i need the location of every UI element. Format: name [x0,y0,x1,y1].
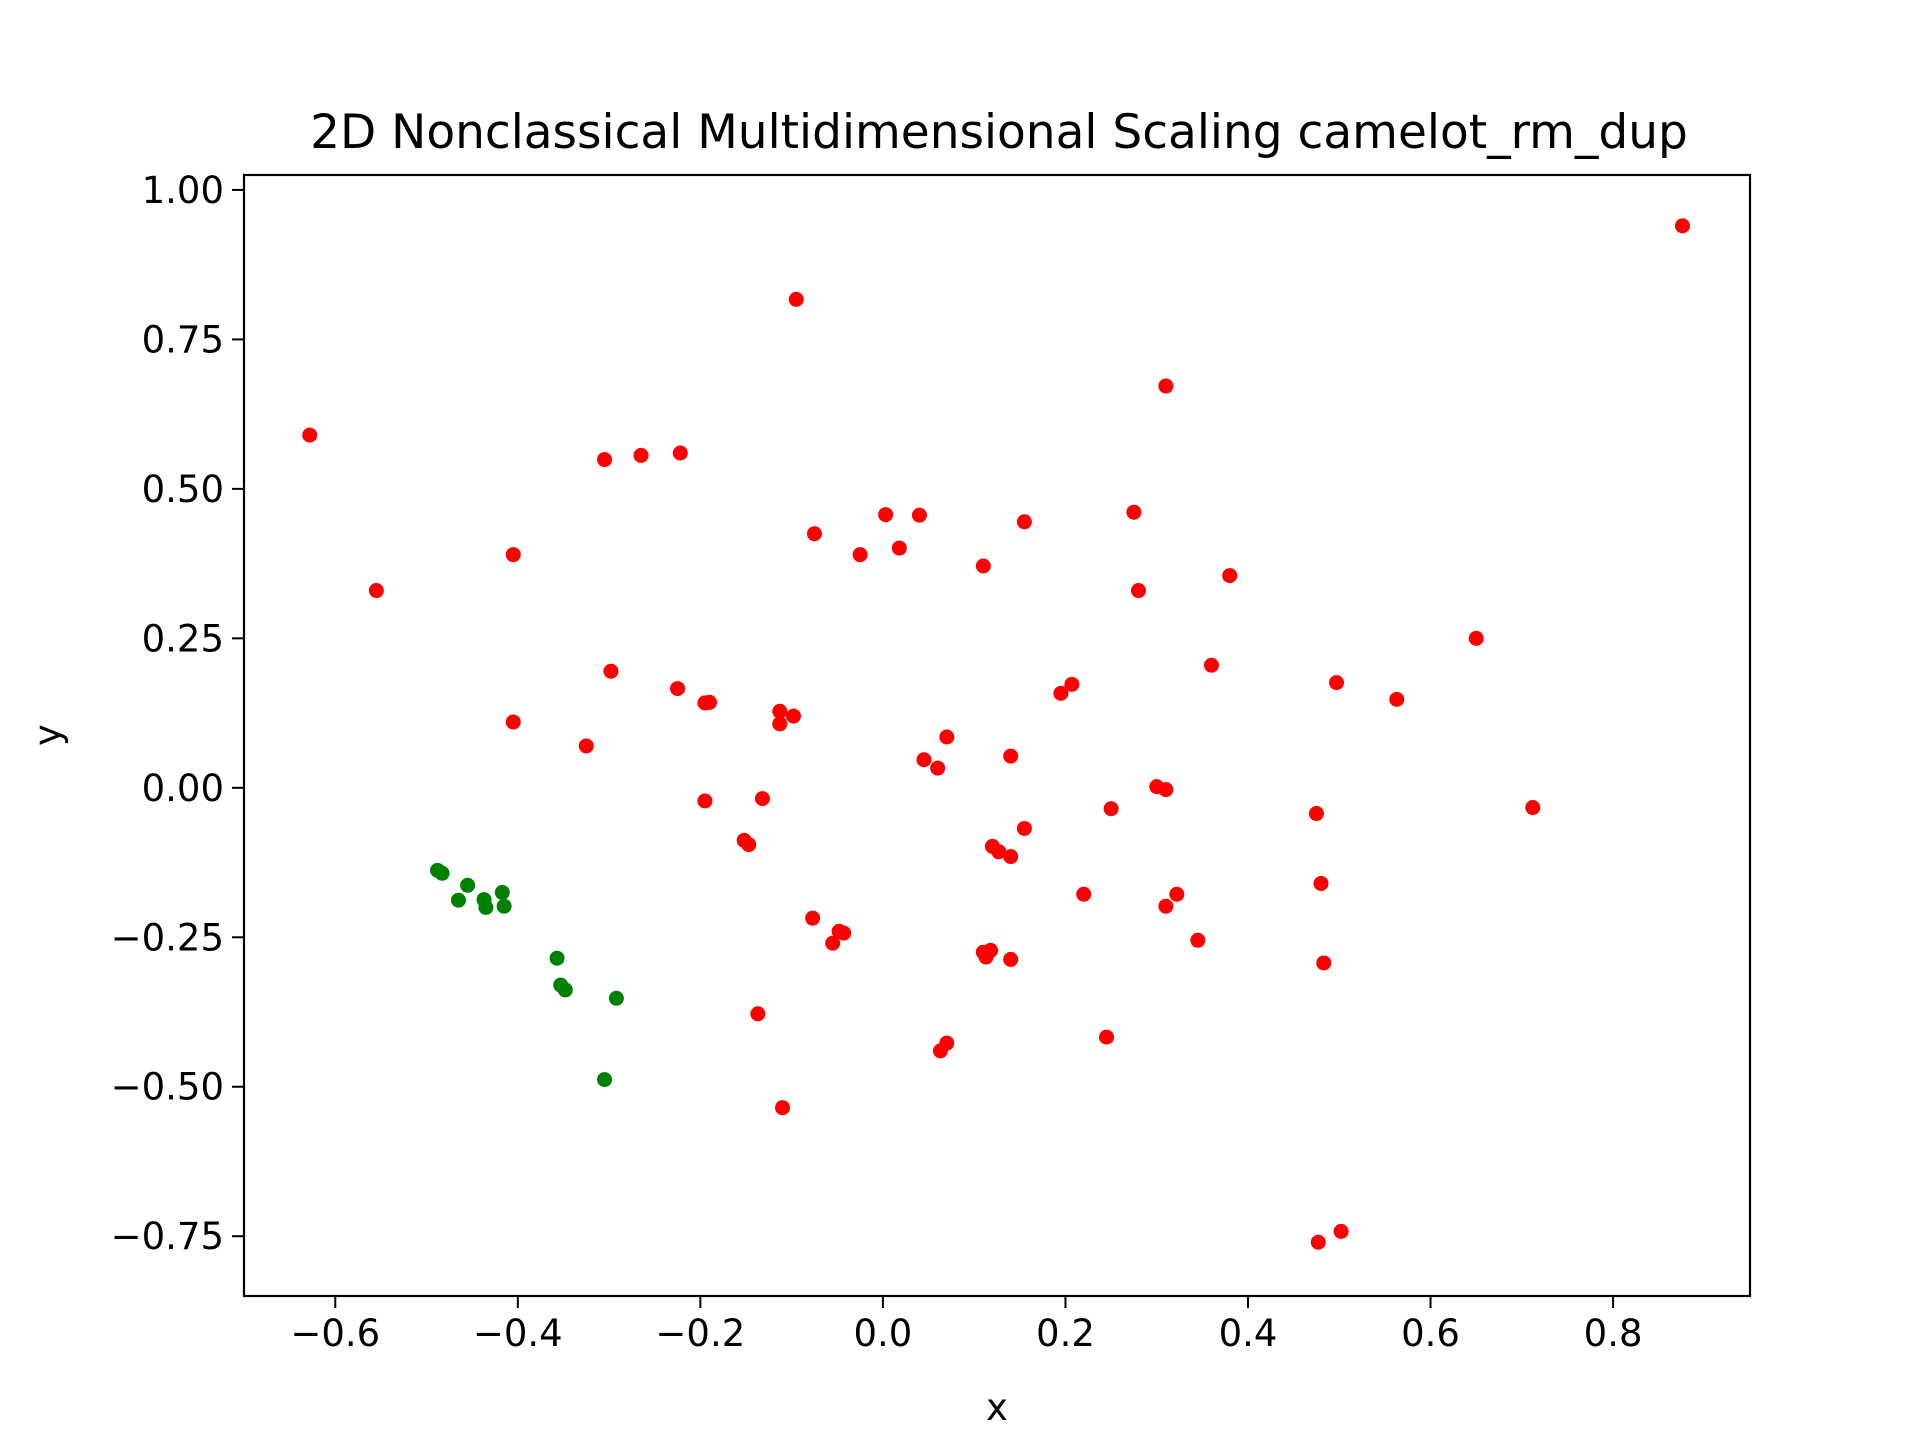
data-point [597,452,613,468]
data-point [1016,820,1032,836]
data-point [916,752,932,768]
x-tick-label: 0.2 [1036,1312,1095,1355]
data-point [450,892,466,908]
data-point [608,990,624,1006]
data-point [597,1072,613,1088]
data-point [434,865,450,881]
data-point [1316,955,1332,971]
data-point [852,547,868,563]
y-tick-label: −0.75 [111,1215,224,1258]
data-point [911,507,927,523]
data-point [1003,951,1019,967]
data-point [1313,875,1329,891]
points-layer [302,218,1690,1250]
data-point [806,526,822,542]
data-point [670,681,686,697]
data-point [1130,583,1146,599]
data-point [368,583,384,599]
plot-frame [242,173,1752,1298]
data-point [1003,748,1019,764]
data-point [975,558,991,574]
data-point [932,1043,948,1059]
data-point [978,949,994,965]
data-point [1158,898,1174,914]
data-point [1333,1223,1349,1239]
data-point [772,703,788,719]
data-point [302,427,318,443]
data-point [805,910,821,926]
data-point [785,708,801,724]
data-point [496,898,512,914]
data-point [460,877,476,893]
data-point [1308,806,1324,822]
data-point [788,291,804,307]
data-point [1076,886,1092,902]
data-point [825,935,841,951]
data-point [1016,514,1032,530]
y-tick-label: 1.00 [142,169,224,212]
data-point [1310,1234,1326,1250]
data-point [1064,676,1080,692]
x-axis: −0.6 −0.4 −0.2 0.0 0.2 0.4 0.6 0.8 [290,1296,1643,1355]
data-point [578,738,594,754]
data-point [505,547,521,563]
data-point [891,540,907,556]
data-point [557,982,573,998]
x-axis-label: x [986,1386,1008,1429]
data-point [1099,1029,1115,1045]
data-point [1103,801,1119,817]
data-point [939,729,955,745]
x-tick-label: −0.4 [473,1312,563,1355]
x-tick-label: 0.0 [853,1312,912,1355]
data-point [478,899,494,915]
x-tick-label: −0.6 [290,1312,380,1355]
data-point [930,760,946,776]
x-tick-label: 0.4 [1219,1312,1278,1355]
data-point [1468,630,1484,646]
data-point [1158,378,1174,394]
x-tick-label: 0.6 [1401,1312,1460,1355]
y-tick-label: 0.50 [142,468,224,511]
data-point [878,507,894,523]
data-point [754,791,770,807]
y-tick-label: 0.25 [142,617,224,660]
data-point [672,445,688,461]
data-point [1674,218,1690,234]
data-point [772,716,788,732]
data-point [494,884,510,900]
data-point [701,694,717,710]
chart-title: 2D Nonclassical Multidimensional Scaling… [310,105,1688,160]
data-point [549,950,565,966]
data-point [775,1100,791,1116]
data-point [836,925,852,941]
data-point [1525,800,1541,816]
y-axis: 1.00 0.75 0.50 0.25 0.00 −0.25 −0.50 −0.75 [111,169,244,1258]
y-tick-label: −0.50 [111,1066,224,1109]
data-point [1169,886,1185,902]
data-point [1203,657,1219,673]
data-point [991,844,1007,860]
data-point [1158,782,1174,798]
y-axis-label: y [26,724,69,746]
data-point [505,714,521,730]
data-point [1329,675,1345,691]
data-point [603,663,619,679]
y-tick-label: 0.75 [142,318,224,361]
x-tick-label: −0.2 [655,1312,745,1355]
y-tick-label: 0.00 [142,767,224,810]
data-point [633,447,649,463]
data-point [1126,504,1142,520]
data-point [697,793,713,809]
data-point [741,837,757,853]
y-tick-label: −0.25 [111,916,224,959]
data-point [1003,849,1019,865]
data-point [750,1006,766,1022]
x-tick-label: 0.8 [1584,1312,1643,1355]
data-point [1053,685,1069,701]
data-point [1190,932,1206,948]
data-point [1222,568,1238,584]
data-point [1389,691,1405,707]
